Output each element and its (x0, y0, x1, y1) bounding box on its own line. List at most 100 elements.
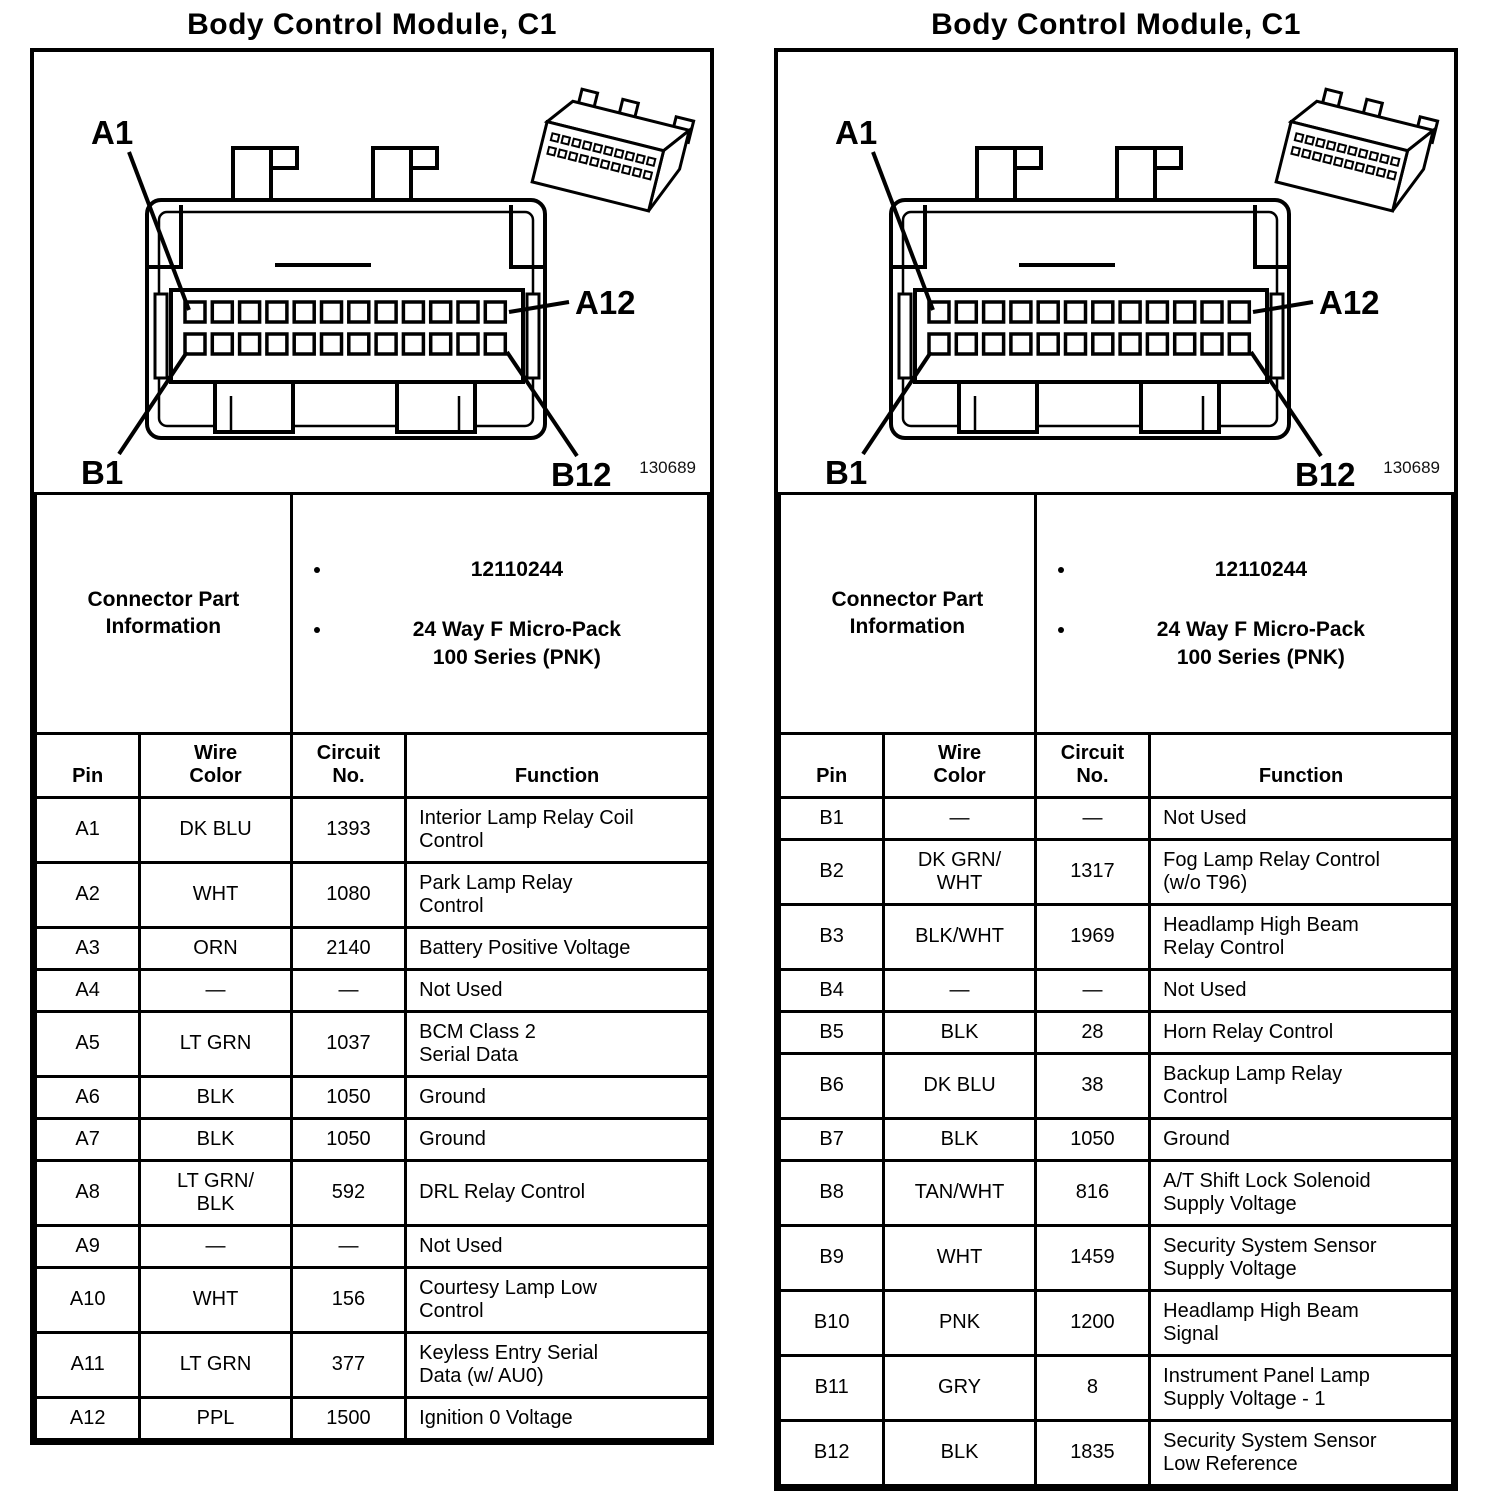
pin-cell: B9 (777, 1223, 886, 1292)
table-row: A3 ORN 2140 Battery Positive Voltage (33, 925, 710, 971)
circuit-no-cell: 1037 (289, 1009, 408, 1078)
connector-diagram-drawing: A1 A12 B1 B12 (825, 87, 1440, 492)
connector-diagram: A1 A12 B1 B12 130689 (778, 52, 1454, 492)
function-cell: Ignition 0 Voltage (404, 1395, 710, 1441)
wire-color-cell: WHT (138, 860, 293, 929)
wire-color-cell: BLK/WHT (882, 902, 1037, 971)
wire-color-cell: BLK (138, 1074, 293, 1120)
pin-cell: A8 (33, 1158, 142, 1227)
label-a12: A12 (575, 284, 636, 321)
pin-cell: B8 (777, 1158, 886, 1227)
leader-a12 (508, 300, 570, 314)
col-header-pin: Pin (777, 731, 886, 799)
table-row: B11 GRY 8 Instrument Panel Lamp Supply V… (777, 1353, 1454, 1422)
pin-cell: A10 (33, 1265, 142, 1334)
label-a1: A1 (91, 114, 133, 151)
circuit-no-cell: 377 (289, 1330, 408, 1399)
function-cell: Security System Sensor Low Reference (1148, 1418, 1454, 1487)
leader-b1 (117, 350, 189, 456)
wire-color-cell: — (882, 967, 1037, 1013)
pin-grid (183, 300, 508, 356)
function-cell: DRL Relay Control (404, 1158, 710, 1227)
connector-iso-view (530, 87, 696, 213)
leader-a1 (871, 151, 935, 311)
table-row: A12 PPL 1500 Ignition 0 Voltage (33, 1395, 710, 1441)
function-cell: Ground (1148, 1116, 1454, 1162)
wire-color-cell: BLK (882, 1116, 1037, 1162)
connector-iso-view (1274, 87, 1440, 213)
table-row: A7 BLK 1050 Ground (33, 1116, 710, 1162)
label-a12: A12 (1319, 284, 1380, 321)
header-row: Pin Wire Color Circuit No. Function (33, 731, 710, 799)
table-row: B5 BLK 28 Horn Relay Control (777, 1009, 1454, 1055)
table-row: A5 LT GRN 1037 BCM Class 2 Serial Data (33, 1009, 710, 1078)
wire-color-cell: DK BLU (138, 795, 293, 864)
pin-cell: B3 (777, 902, 886, 971)
pin-cell: B6 (777, 1051, 886, 1120)
wire-color-cell: BLK (882, 1009, 1037, 1055)
function-cell: Not Used (1148, 967, 1454, 1013)
function-cell: Keyless Entry Serial Data (w/ AU0) (404, 1330, 710, 1399)
pin-cell: A4 (33, 967, 142, 1013)
table-row: A11 LT GRN 377 Keyless Entry Serial Data… (33, 1330, 710, 1399)
connector-front-view (889, 146, 1291, 440)
wire-color-cell: GRY (882, 1353, 1037, 1422)
function-cell: Ground (404, 1116, 710, 1162)
pin-cell: B4 (777, 967, 886, 1013)
function-cell: Not Used (404, 967, 710, 1013)
col-header-wire: Wire Color (138, 731, 293, 799)
pin-cell: B7 (777, 1116, 886, 1162)
function-cell: Ground (404, 1074, 710, 1120)
connector-figure-box: A1 A12 B1 B12 130689 Connector Part Info… (30, 48, 714, 1445)
part-info-details: 12110244 24 Way F Micro-Pack 100 Series … (1033, 492, 1455, 735)
pin-grid (927, 300, 1252, 356)
table-row: A2 WHT 1080 Park Lamp Relay Control (33, 860, 710, 929)
table-row: B10 PNK 1200 Headlamp High Beam Signal (777, 1288, 1454, 1357)
wire-color-cell: WHT (882, 1223, 1037, 1292)
circuit-no-cell: 816 (1033, 1158, 1152, 1227)
function-cell: Horn Relay Control (1148, 1009, 1454, 1055)
table-row: B9 WHT 1459 Security System Sensor Suppl… (777, 1223, 1454, 1292)
wire-color-cell: — (138, 1223, 293, 1269)
pin-cell: B12 (777, 1418, 886, 1487)
connector-diagram: A1 A12 B1 B12 130689 (34, 52, 710, 492)
function-cell: Fog Lamp Relay Control (w/o T96) (1148, 837, 1454, 906)
wire-color-cell: PPL (138, 1395, 293, 1441)
circuit-no-cell: 2140 (289, 925, 408, 971)
wire-color-cell: DK GRN/ WHT (882, 837, 1037, 906)
part-description: 24 Way F Micro-Pack 100 Series (PNK) (333, 616, 701, 671)
circuit-no-cell: — (289, 967, 408, 1013)
function-cell: Courtesy Lamp Low Control (404, 1265, 710, 1334)
table-row: A9 — — Not Used (33, 1223, 710, 1269)
pin-cell: A7 (33, 1116, 142, 1162)
col-header-function: Function (404, 731, 710, 799)
function-cell: Security System Sensor Supply Voltage (1148, 1223, 1454, 1292)
part-number: 12110244 (333, 556, 701, 583)
pin-cell: B5 (777, 1009, 886, 1055)
iso-pin-grid (546, 132, 657, 181)
function-cell: Not Used (404, 1223, 710, 1269)
connector-diagram-drawing: A1 A12 B1 B12 (81, 87, 696, 492)
table-row: B1 — — Not Used (777, 795, 1454, 841)
circuit-no-cell: 1050 (1033, 1116, 1152, 1162)
function-cell: Not Used (1148, 795, 1454, 841)
table-row: A10 WHT 156 Courtesy Lamp Low Control (33, 1265, 710, 1334)
part-info-label: Connector Part Information (778, 492, 1037, 735)
label-b12: B12 (551, 456, 612, 492)
part-number: 12110244 (1077, 556, 1445, 583)
circuit-no-cell: — (289, 1223, 408, 1269)
circuit-no-cell: 1050 (289, 1074, 408, 1120)
wire-color-cell: LT GRN (138, 1330, 293, 1399)
pinout-table: Connector Part Information 12110244 24 W… (33, 492, 711, 1441)
connector-figure-box: A1 A12 B1 B12 130689 Connector Part Info… (774, 48, 1458, 1491)
wire-color-cell: LT GRN/ BLK (138, 1158, 293, 1227)
wire-color-cell: WHT (138, 1265, 293, 1334)
table-row: B2 DK GRN/ WHT 1317 Fog Lamp Relay Contr… (777, 837, 1454, 906)
wire-color-cell: DK BLU (882, 1051, 1037, 1120)
circuit-no-cell: 1835 (1033, 1418, 1152, 1487)
function-cell: Headlamp High Beam Relay Control (1148, 902, 1454, 971)
circuit-no-cell: — (1033, 795, 1152, 841)
circuit-no-cell: 8 (1033, 1353, 1152, 1422)
leader-b1 (861, 350, 933, 456)
